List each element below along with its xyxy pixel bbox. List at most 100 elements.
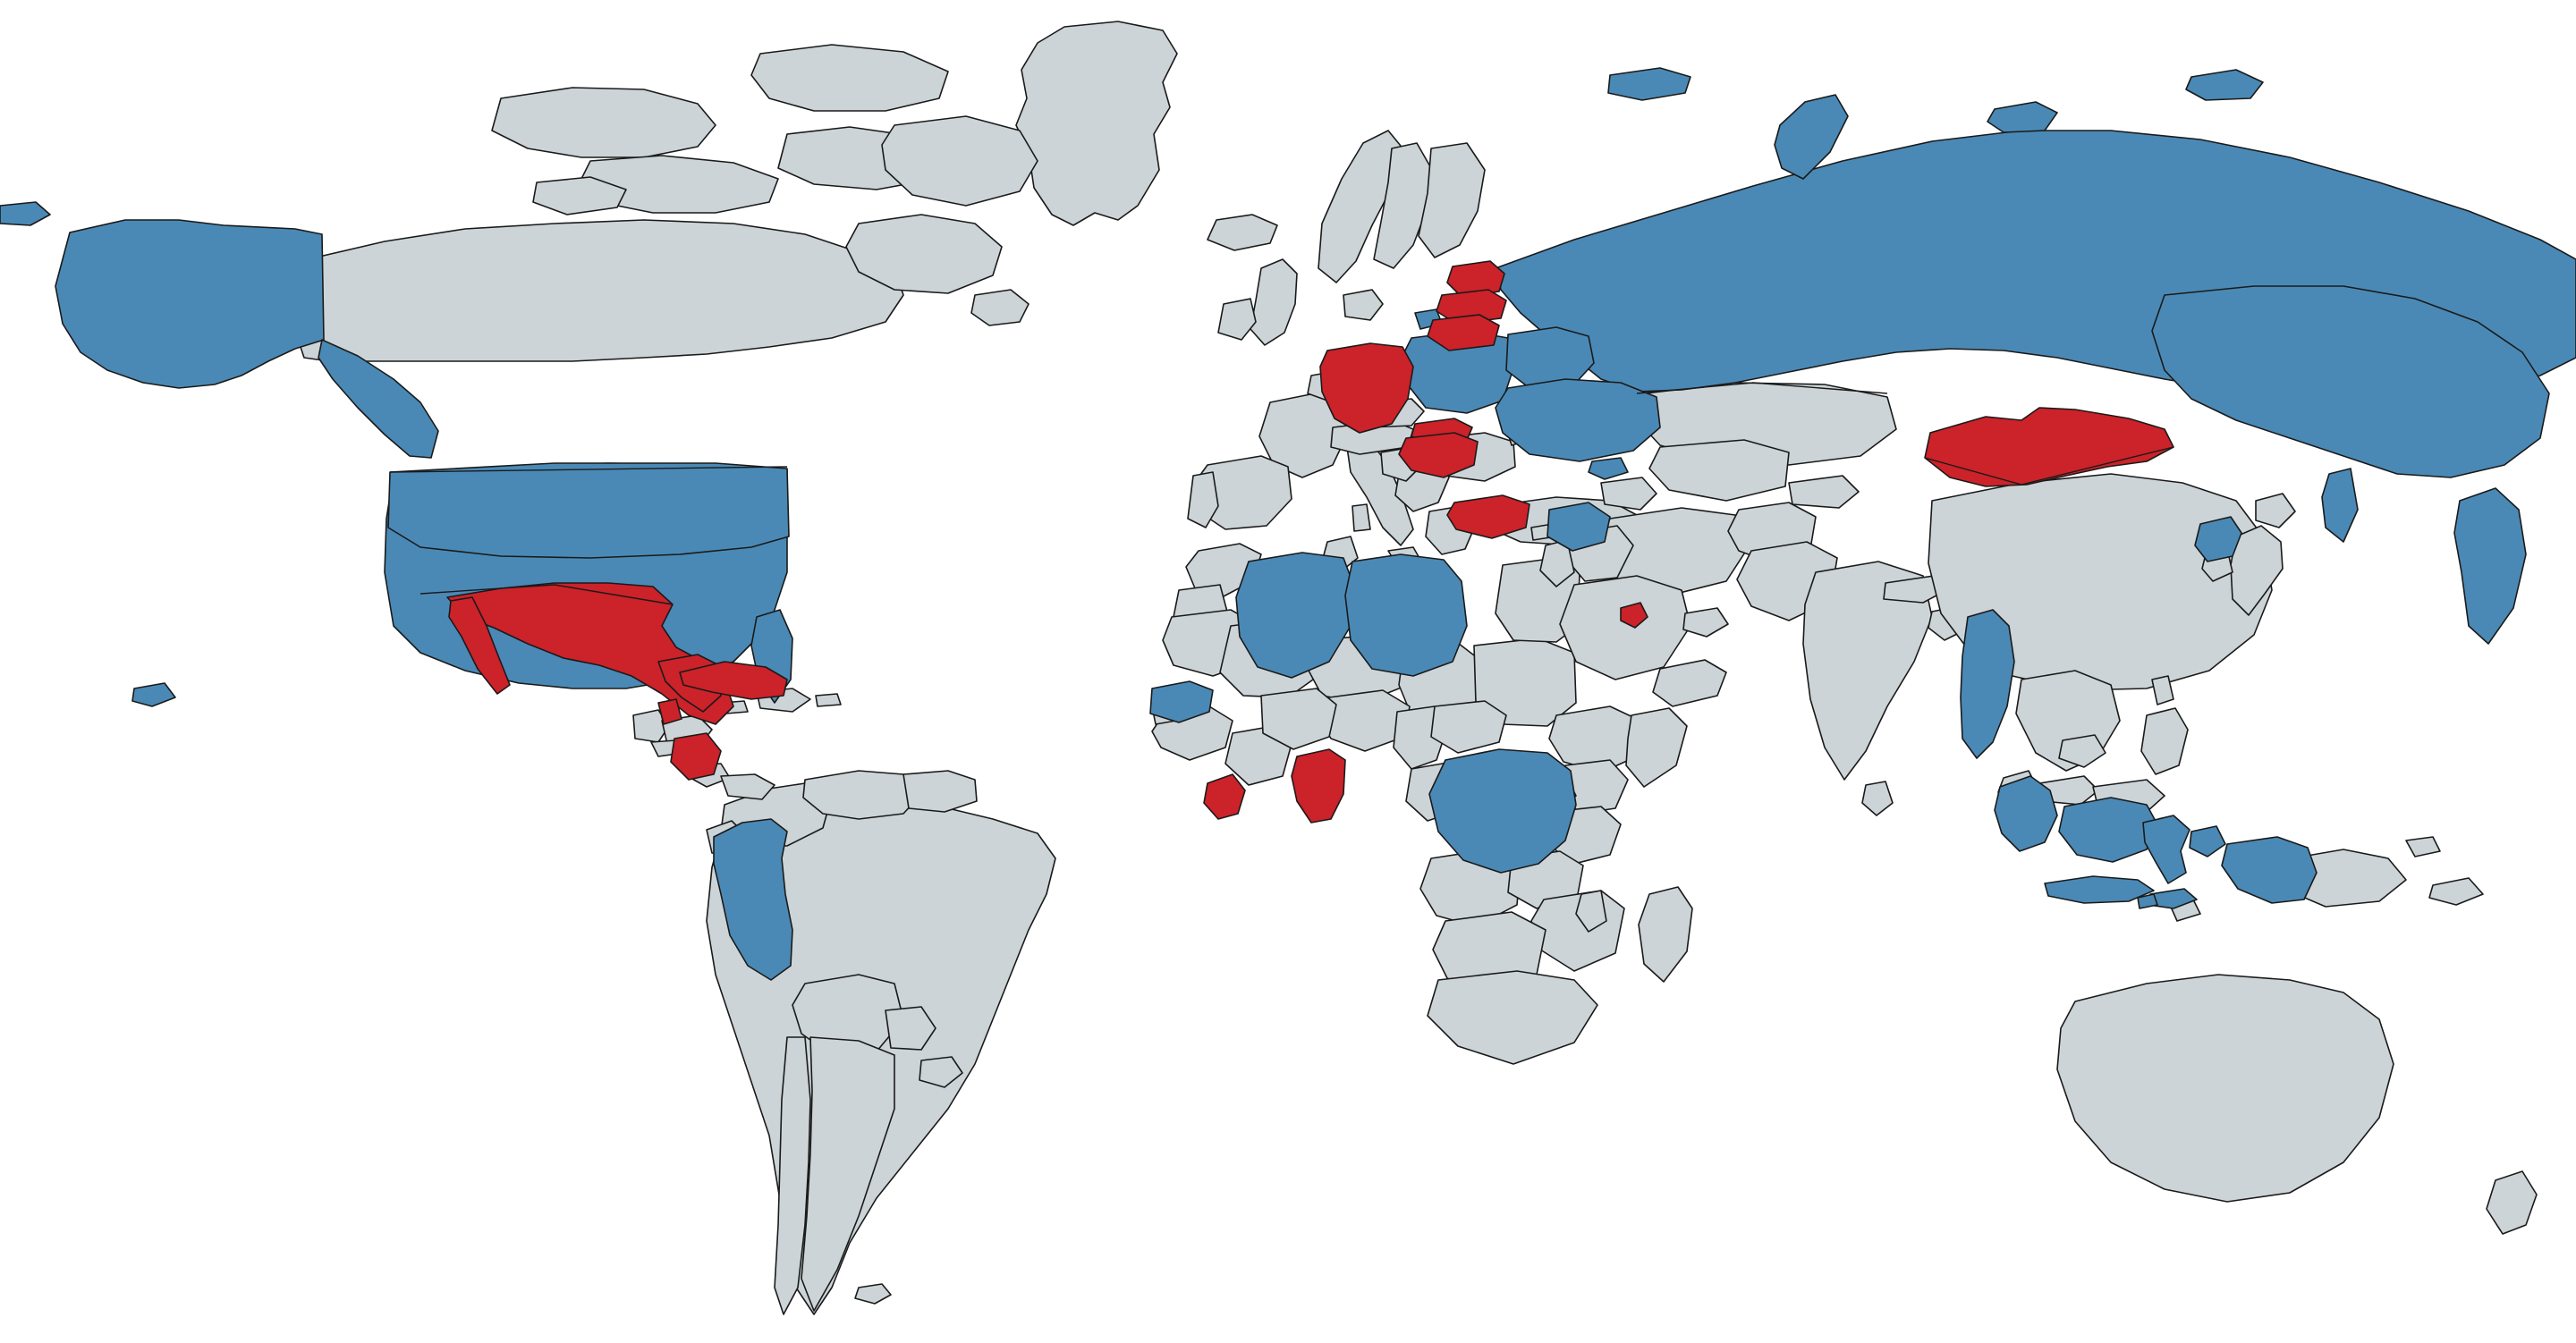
country-liberia[interactable] xyxy=(1204,774,1245,819)
country-finland[interactable] xyxy=(1419,143,1485,258)
country-canada-arctic-1[interactable] xyxy=(492,88,716,157)
country-yemen-oman[interactable] xyxy=(1653,660,1726,706)
country-united-states-aleutians[interactable] xyxy=(0,202,50,225)
country-car[interactable] xyxy=(1431,701,1506,753)
country-philippines[interactable] xyxy=(2141,708,2188,774)
country-uruguay[interactable] xyxy=(919,1057,962,1087)
country-mexico[interactable] xyxy=(447,583,733,724)
country-belarus[interactable] xyxy=(1506,327,1594,388)
country-falkland[interactable] xyxy=(855,1284,891,1304)
country-belize[interactable] xyxy=(658,699,682,724)
country-hungary[interactable] xyxy=(1399,433,1478,477)
country-paraguay[interactable] xyxy=(886,1007,936,1050)
country-burkina-togo-benin[interactable] xyxy=(1261,688,1336,749)
country-madagascar[interactable] xyxy=(1639,887,1692,982)
country-italy[interactable] xyxy=(1347,443,1413,545)
country-lithuania[interactable] xyxy=(1428,315,1499,351)
country-nepal-bhutan[interactable] xyxy=(1884,576,1946,603)
country-indonesia-bali[interactable] xyxy=(2138,894,2157,908)
country-uae-qatar[interactable] xyxy=(1683,608,1728,637)
country-denmark[interactable] xyxy=(1343,290,1383,320)
country-north-korea[interactable] xyxy=(2195,517,2241,562)
country-myanmar[interactable] xyxy=(1961,610,2014,758)
country-canada-arctic-2[interactable] xyxy=(751,45,948,111)
country-mongolia[interactable] xyxy=(1925,408,2174,486)
country-russia-kamchatka[interactable] xyxy=(2454,488,2526,644)
country-ghana[interactable] xyxy=(1292,749,1345,823)
country-indonesia-java[interactable] xyxy=(2045,876,2154,903)
country-ukraine[interactable] xyxy=(1496,379,1660,461)
country-puerto-rico[interactable] xyxy=(816,694,841,706)
country-russia-east[interactable] xyxy=(2152,286,2549,477)
country-united-states-mainland-top[interactable] xyxy=(388,463,789,558)
country-georgia-armenia-azerbaijan[interactable] xyxy=(1601,477,1657,510)
country-dr-congo[interactable] xyxy=(1429,749,1576,873)
country-new-zealand[interactable] xyxy=(2487,1171,2537,1234)
country-peru[interactable] xyxy=(714,819,792,980)
country-estonia[interactable] xyxy=(1447,261,1504,297)
country-latvia[interactable] xyxy=(1436,290,1506,324)
country-australia[interactable] xyxy=(2057,975,2394,1202)
country-kyrgyzstan-tajikistan[interactable] xyxy=(1789,476,1859,508)
country-south-africa[interactable] xyxy=(1428,971,1597,1064)
country-bismarck-islands[interactable] xyxy=(2406,837,2440,857)
country-chile[interactable] xyxy=(775,1037,810,1314)
country-russia-new-siberian-islands[interactable] xyxy=(2186,70,2263,100)
country-mexico-baja[interactable] xyxy=(449,597,510,694)
country-canada-baffin[interactable] xyxy=(882,116,1038,206)
country-united-states-alaska[interactable] xyxy=(55,220,324,388)
country-malawi[interactable] xyxy=(1576,891,1606,932)
country-taiwan[interactable] xyxy=(2152,676,2174,705)
country-canada-labrador[interactable] xyxy=(846,215,1002,293)
country-panama[interactable] xyxy=(721,774,775,799)
country-russia-severnaya-zemlya[interactable] xyxy=(1987,102,2057,132)
country-indonesia-sumatra[interactable] xyxy=(1995,776,2057,851)
country-united-states-hawaii[interactable] xyxy=(132,683,175,706)
country-sweden[interactable] xyxy=(1374,143,1431,268)
country-indonesia-maluku[interactable] xyxy=(2190,826,2225,857)
country-canada-newfoundland[interactable] xyxy=(971,290,1029,325)
country-united-states-alaska-panhandle[interactable] xyxy=(318,340,438,458)
country-russia-novaya-zemlya[interactable] xyxy=(1775,95,1848,179)
country-crimea[interactable] xyxy=(1589,458,1628,479)
country-japan[interactable] xyxy=(2231,526,2283,615)
country-nicaragua[interactable] xyxy=(671,733,721,780)
country-iceland[interactable] xyxy=(1208,215,1277,250)
country-syria[interactable] xyxy=(1547,503,1610,551)
country-venezuela[interactable] xyxy=(803,771,921,819)
country-ethiopia[interactable] xyxy=(1549,706,1640,773)
country-indonesia-papua[interactable] xyxy=(2222,837,2317,903)
country-uzbekistan-turkmenistan[interactable] xyxy=(1649,440,1789,501)
country-canada-victoria-island[interactable] xyxy=(533,177,626,215)
country-cuba[interactable] xyxy=(680,662,787,699)
country-china[interactable] xyxy=(1928,474,2272,690)
country-guatemala[interactable] xyxy=(633,710,669,742)
country-indonesia-kalimantan[interactable] xyxy=(2059,798,2157,862)
country-somalia[interactable] xyxy=(1626,708,1687,787)
country-uk[interactable] xyxy=(1250,259,1297,345)
country-germany[interactable] xyxy=(1320,343,1413,433)
country-srilanka[interactable] xyxy=(1862,781,1893,815)
country-senegal[interactable] xyxy=(1150,681,1213,722)
country-libya[interactable] xyxy=(1345,554,1467,676)
country-portugal[interactable] xyxy=(1188,472,1218,528)
country-solomon-islands[interactable] xyxy=(2429,878,2483,905)
country-guyanas[interactable] xyxy=(903,771,977,812)
country-argentina[interactable] xyxy=(801,1037,894,1311)
country-sardinia[interactable] xyxy=(1352,504,1370,531)
country-cambodia[interactable] xyxy=(2059,735,2106,767)
border-usa-canada xyxy=(389,466,788,473)
country-ireland[interactable] xyxy=(1218,299,1256,340)
country-india[interactable] xyxy=(1803,562,1932,780)
country-bulgaria[interactable] xyxy=(1447,495,1530,538)
country-russia-arctic-islands[interactable] xyxy=(1608,68,1690,100)
country-indonesia-sulawesi[interactable] xyxy=(2143,815,2190,883)
country-canada[interactable] xyxy=(295,220,903,361)
country-kuwait[interactable] xyxy=(1621,603,1648,628)
country-algeria[interactable] xyxy=(1236,553,1354,678)
country-saudi-arabia[interactable] xyxy=(1560,576,1690,680)
country-greenland[interactable] xyxy=(1016,21,1177,225)
country-russia-sakhalin[interactable] xyxy=(2322,469,2358,542)
country-japan-hokkaido[interactable] xyxy=(2256,494,2295,528)
